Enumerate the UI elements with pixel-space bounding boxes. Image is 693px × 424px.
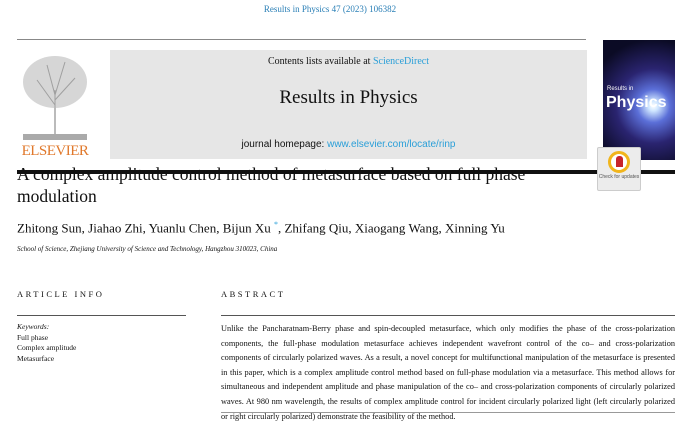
keyword: Complex amplitude: [17, 343, 77, 352]
article-title: A complex amplitude control method of me…: [17, 164, 526, 206]
sciencedirect-link[interactable]: ScienceDirect: [372, 56, 430, 67]
contents-line: Contents lists available at ScienceDirec…: [110, 56, 587, 67]
cover-title: Physics: [606, 94, 667, 111]
authors-before: Zhitong Sun, Jiahao Zhi, Yuanlu Chen, Bi…: [17, 220, 271, 236]
contents-prefix: Contents lists available at: [267, 56, 373, 67]
author-list: Zhitong Sun, Jiahao Zhi, Yuanlu Chen, Bi…: [17, 220, 505, 236]
header-divider: [17, 170, 675, 174]
journal-cover[interactable]: Results in Physics: [603, 40, 675, 160]
divider: [221, 315, 675, 316]
homepage-line: journal homepage: www.elsevier.com/locat…: [110, 139, 587, 150]
keywords-label: Keywords:: [17, 322, 50, 331]
bookmark-icon: [608, 151, 630, 173]
authors-after: , Zhifang Qiu, Xiaogang Wang, Xinning Yu: [277, 220, 505, 236]
homepage-prefix: journal homepage:: [241, 139, 328, 150]
corresponding-author-link[interactable]: *: [273, 220, 278, 229]
tree-icon: [23, 56, 87, 140]
keywords: Keywords: Full phase Complex amplitude M…: [17, 322, 76, 364]
journal-title: Results in Physics: [279, 87, 418, 108]
homepage-link[interactable]: www.elsevier.com/locate/rinp: [327, 139, 456, 150]
article-info-heading: ARTICLE INFO: [17, 289, 105, 299]
keyword: Metasurface: [17, 353, 55, 363]
abstract-heading: ABSTRACT: [221, 289, 286, 299]
keyword: Full phase: [17, 332, 49, 342]
elsevier-logo: ELSEVIER: [17, 50, 93, 160]
journal-reference-link[interactable]: Results in Physics 47 (2023) 106382: [263, 4, 397, 14]
abstract-text: Unlike the Pancharatnam-Berry phase and …: [221, 324, 675, 421]
divider: [17, 39, 586, 40]
check-for-updates-button[interactable]: Check for updates: [597, 147, 641, 191]
affiliation: School of Science, Zhejiang University o…: [17, 245, 278, 253]
journal-header: Contents lists available at ScienceDirec…: [110, 50, 587, 159]
check-updates-label: Check for updates: [598, 174, 640, 180]
publisher-logo-text: ELSEVIER: [21, 143, 89, 159]
divider: [17, 315, 186, 316]
cover-subtitle: Results in: [607, 86, 634, 92]
divider: [221, 412, 675, 413]
